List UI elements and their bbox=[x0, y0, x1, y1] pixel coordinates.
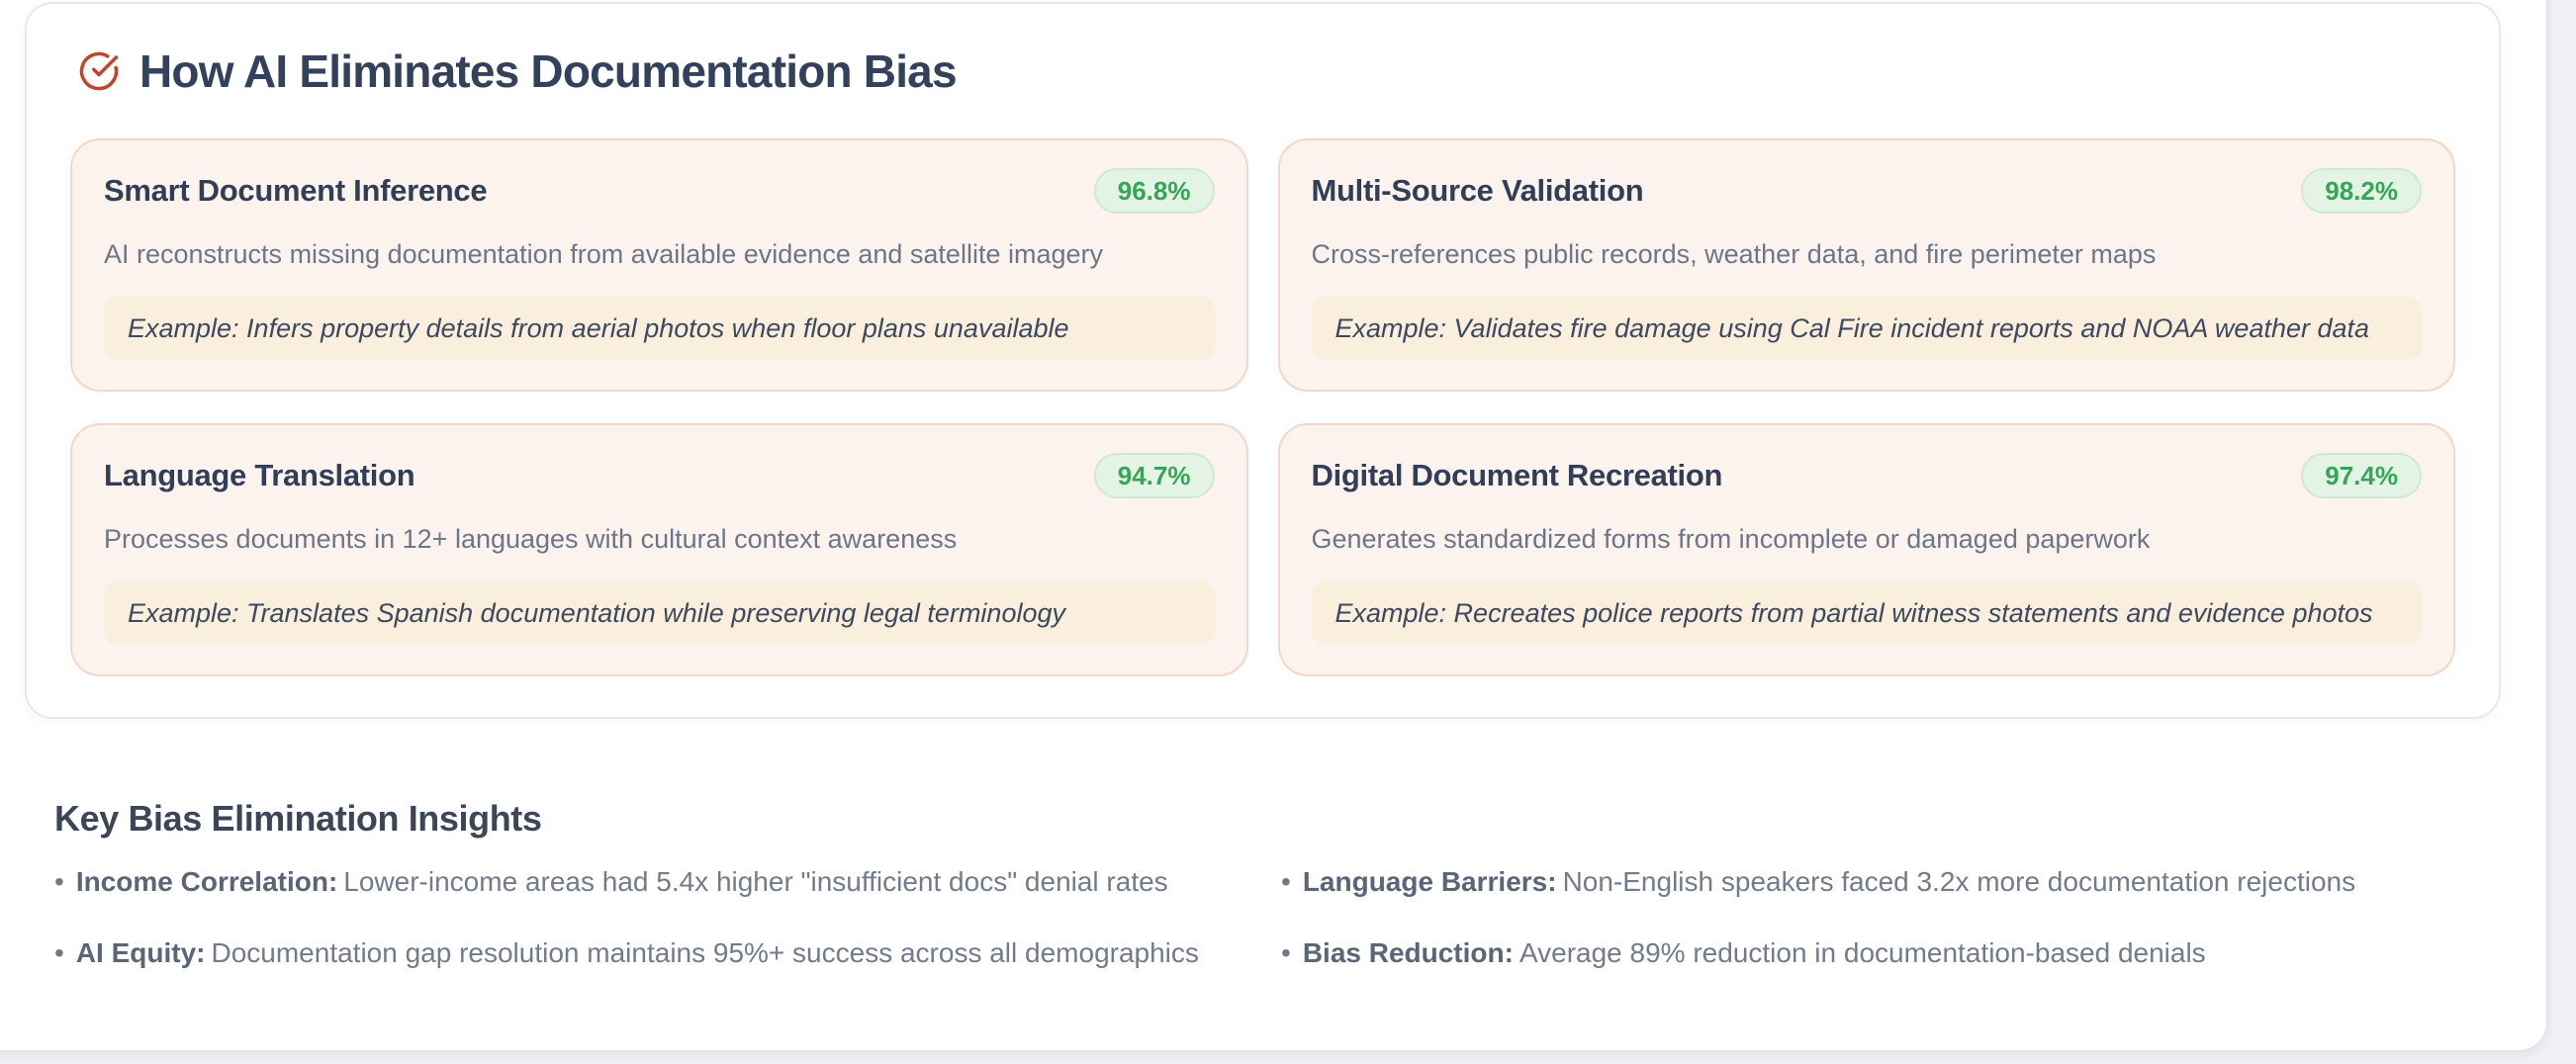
accuracy-badge: 94.7% bbox=[1093, 453, 1215, 498]
insight-text: Average 89% reduction in documentation-b… bbox=[1518, 937, 2206, 968]
insight-bias-reduction: • Bias Reduction: Average 89% reduction in… bbox=[1281, 933, 2490, 973]
insight-label: AI Equity: bbox=[75, 937, 206, 968]
feature-header: Smart Document Inference 96.8% bbox=[104, 168, 1215, 214]
bullet-marker: • bbox=[54, 937, 64, 968]
feature-description: Cross-references public records, weather… bbox=[1311, 239, 2157, 269]
feature-header: Multi-Source Validation 98.2% bbox=[1311, 168, 2422, 214]
insight-language-barriers: • Language Barriers: Non-English speakers … bbox=[1281, 862, 2490, 902]
feature-title: Smart Document Inference bbox=[104, 173, 488, 208]
feature-description: Processes documents in 12+ languages wit… bbox=[104, 524, 958, 554]
insight-text: Non-English speakers faced 3.2x more doc… bbox=[1562, 866, 2356, 897]
feature-header: Language Translation 94.7% bbox=[104, 453, 1215, 498]
insight-text: Lower-income areas had 5.4x higher "insu… bbox=[343, 866, 1168, 897]
insights-heading: Key Bias Elimination Insights bbox=[54, 798, 542, 839]
insight-label: Income Correlation: bbox=[75, 866, 338, 897]
feature-card-smart-document-inference: Smart Document Inference 96.8% AI recons… bbox=[70, 138, 1248, 392]
section-header: How AI Eliminates Documentation Bias bbox=[70, 44, 2455, 99]
accuracy-badge: 96.8% bbox=[1093, 168, 1215, 214]
feature-description: AI reconstructs missing documentation fr… bbox=[104, 239, 1103, 269]
section-title: How AI Eliminates Documentation Bias bbox=[139, 45, 958, 97]
insight-label: Language Barriers: bbox=[1302, 866, 1557, 897]
key-insights-section: Key Bias Elimination Insights • Income Co… bbox=[54, 797, 2490, 973]
feature-card-digital-document-recreation: Digital Document Recreation 97.4% Genera… bbox=[1277, 423, 2455, 676]
feature-title: Digital Document Recreation bbox=[1311, 458, 1723, 492]
feature-card-language-translation: Language Translation 94.7% Processes doc… bbox=[70, 423, 1248, 676]
insights-grid: • Income Correlation: Lower-income areas h… bbox=[54, 862, 2490, 973]
insight-text: Documentation gap resolution maintains 9… bbox=[211, 937, 1199, 968]
feature-description: Generates standardized forms from incomp… bbox=[1311, 524, 2151, 554]
feature-example: Example: Validates fire damage using Cal… bbox=[1311, 297, 2422, 360]
insight-label: Bias Reduction: bbox=[1302, 937, 1514, 968]
accuracy-badge: 97.4% bbox=[2301, 453, 2422, 498]
bullet-marker: • bbox=[1281, 937, 1291, 968]
accuracy-badge: 98.2% bbox=[2301, 168, 2422, 214]
features-grid: Smart Document Inference 96.8% AI recons… bbox=[70, 138, 2455, 676]
feature-title: Multi-Source Validation bbox=[1311, 173, 1644, 208]
feature-example: Example: Infers property details from ae… bbox=[104, 297, 1215, 360]
bullet-marker: • bbox=[1281, 866, 1291, 897]
insight-ai-equity: • AI Equity: Documentation gap resolution … bbox=[54, 933, 1263, 973]
bullet-marker: • bbox=[54, 866, 64, 897]
insight-income-correlation: • Income Correlation: Lower-income areas h… bbox=[54, 862, 1263, 902]
feature-header: Digital Document Recreation 97.4% bbox=[1311, 453, 2422, 498]
feature-example: Example: Recreates police reports from p… bbox=[1311, 581, 2422, 645]
feature-title: Language Translation bbox=[104, 458, 415, 492]
documentation-bias-section: How AI Eliminates Documentation Bias Sma… bbox=[25, 2, 2501, 719]
feature-example: Example: Translates Spanish documentatio… bbox=[104, 581, 1215, 645]
feature-card-multi-source-validation: Multi-Source Validation 98.2% Cross-refe… bbox=[1277, 138, 2455, 392]
check-circle-icon bbox=[78, 50, 120, 92]
